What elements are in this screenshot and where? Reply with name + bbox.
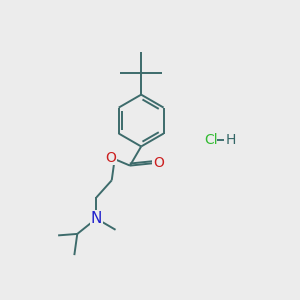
- Text: O: O: [106, 151, 117, 165]
- Text: Cl: Cl: [205, 133, 218, 147]
- Text: O: O: [153, 156, 164, 170]
- Text: N: N: [91, 211, 102, 226]
- Text: H: H: [226, 133, 236, 147]
